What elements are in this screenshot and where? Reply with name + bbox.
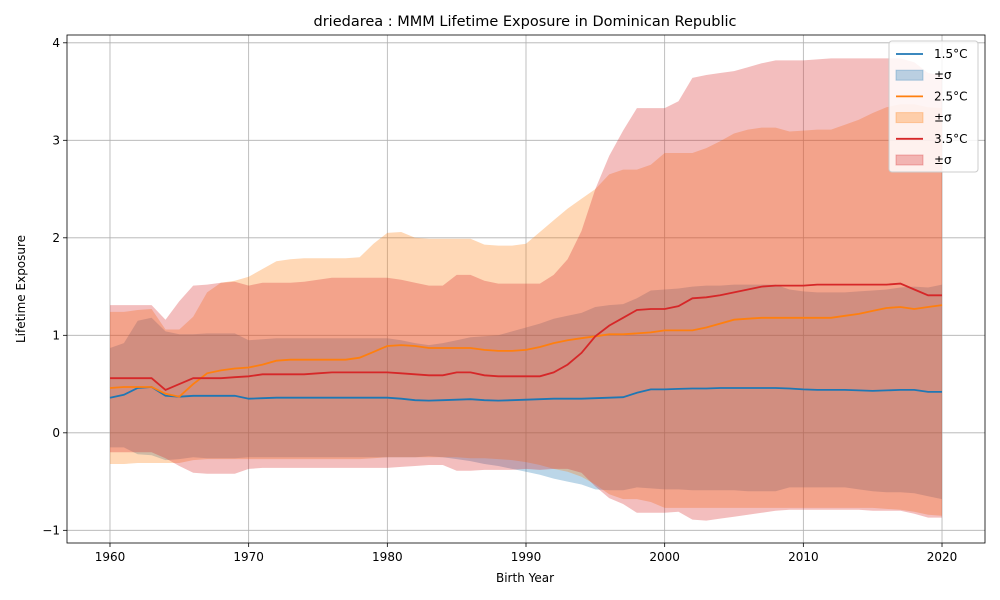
x-tick-label: 1960 bbox=[95, 550, 126, 564]
legend-label: 2.5°C bbox=[934, 89, 967, 103]
y-tick-label: 4 bbox=[52, 36, 60, 50]
legend: 1.5°C ±σ 2.5°C ±σ 3.5°C ±σ bbox=[888, 40, 979, 173]
sigma-band bbox=[110, 284, 942, 500]
mean-line bbox=[109, 304, 943, 398]
y-tick-label: 0 bbox=[52, 426, 60, 440]
x-tick-label: 1990 bbox=[511, 550, 542, 564]
y-axis-ticks: −1 0 1 2 3 4 bbox=[42, 36, 67, 537]
grid-lines bbox=[67, 35, 985, 543]
y-tick-label: −1 bbox=[42, 523, 60, 537]
y-tick-label: 2 bbox=[52, 231, 60, 245]
sigma-bands bbox=[110, 58, 942, 521]
x-tick-label: 2010 bbox=[788, 550, 819, 564]
mean-line bbox=[110, 282, 942, 391]
x-axis-ticks: 1960 1970 1980 1990 2000 2010 2020 bbox=[95, 543, 958, 564]
y-tick-label: 3 bbox=[52, 133, 60, 147]
x-tick-label: 2020 bbox=[927, 550, 958, 564]
y-tick-label: 1 bbox=[52, 328, 60, 342]
x-tick-label: 1980 bbox=[372, 550, 403, 564]
legend-band-swatch bbox=[895, 112, 924, 124]
legend-label: 1.5°C bbox=[934, 47, 967, 61]
legend-band-swatch bbox=[895, 69, 924, 81]
x-axis-label: Birth Year bbox=[496, 571, 554, 585]
y-axis-label: Lifetime Exposure bbox=[14, 235, 28, 343]
legend-band-swatch bbox=[895, 154, 924, 166]
legend-band-label: ±σ bbox=[934, 68, 952, 82]
mean-line bbox=[109, 386, 942, 402]
legend-band-label: ±σ bbox=[934, 153, 952, 167]
sigma-band bbox=[110, 104, 942, 516]
sigma-band bbox=[110, 58, 942, 521]
x-tick-label: 2000 bbox=[649, 550, 680, 564]
legend-label: 3.5°C bbox=[934, 132, 967, 146]
chart-title: driedarea : MMM Lifetime Exposure in Dom… bbox=[314, 14, 737, 30]
x-tick-label: 1970 bbox=[233, 550, 264, 564]
mean-lines bbox=[109, 282, 943, 402]
legend-band-label: ±σ bbox=[934, 111, 952, 125]
